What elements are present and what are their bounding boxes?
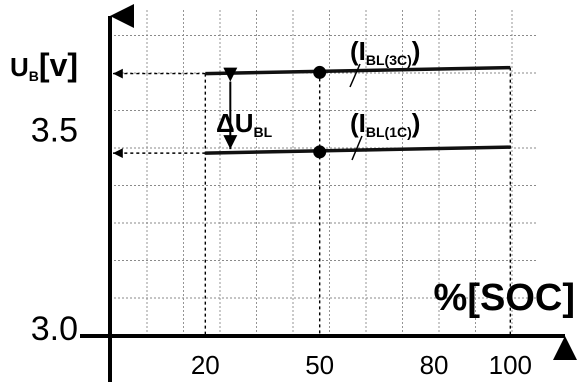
y-axis-label: UB[v] xyxy=(10,47,78,84)
delta-u-label: ΔUBL xyxy=(216,108,273,140)
delta-u-label-main: ΔU xyxy=(216,108,253,138)
x-tick-label: 50 xyxy=(305,350,334,380)
data-markers xyxy=(313,65,327,159)
y-axis-label-sub: B xyxy=(29,68,39,84)
series-label-1c-leader xyxy=(351,135,363,161)
x-tick-label: 20 xyxy=(191,350,220,380)
axes: 20 50 80 100 3.0 3.5 xyxy=(31,4,577,382)
series-label-1c-suffix: ) xyxy=(412,108,421,138)
data-point-1 xyxy=(313,145,327,159)
reference-lines xyxy=(113,67,512,336)
series-line-1 xyxy=(205,145,511,155)
y-tick-label: 3.0 xyxy=(31,310,78,348)
data-point-0 xyxy=(313,65,327,79)
series-label-3c-suffix: ) xyxy=(412,36,421,66)
x-axis-label: %[SOC] xyxy=(434,277,575,319)
series-label-1c-main: (I xyxy=(350,108,366,138)
x-tick-label: 100 xyxy=(489,350,532,380)
series-label-1c-sub: BL(1C) xyxy=(366,124,412,140)
y-axis-label-main: U xyxy=(10,52,29,82)
delta-u-label-sub: BL xyxy=(253,124,272,140)
series-label-3c-leader xyxy=(349,63,361,88)
series-label-3c-main: (I xyxy=(350,36,366,66)
series-label-1c: (IBL(1C)) xyxy=(350,108,420,140)
series-label-3c: (IBL(3C)) xyxy=(350,36,420,68)
series-label-3c-sub: BL(3C) xyxy=(366,52,412,68)
x-tick-label: 80 xyxy=(420,350,449,380)
y-axis-label-unit: [v] xyxy=(39,47,78,83)
y-tick-label: 3.5 xyxy=(31,111,78,149)
